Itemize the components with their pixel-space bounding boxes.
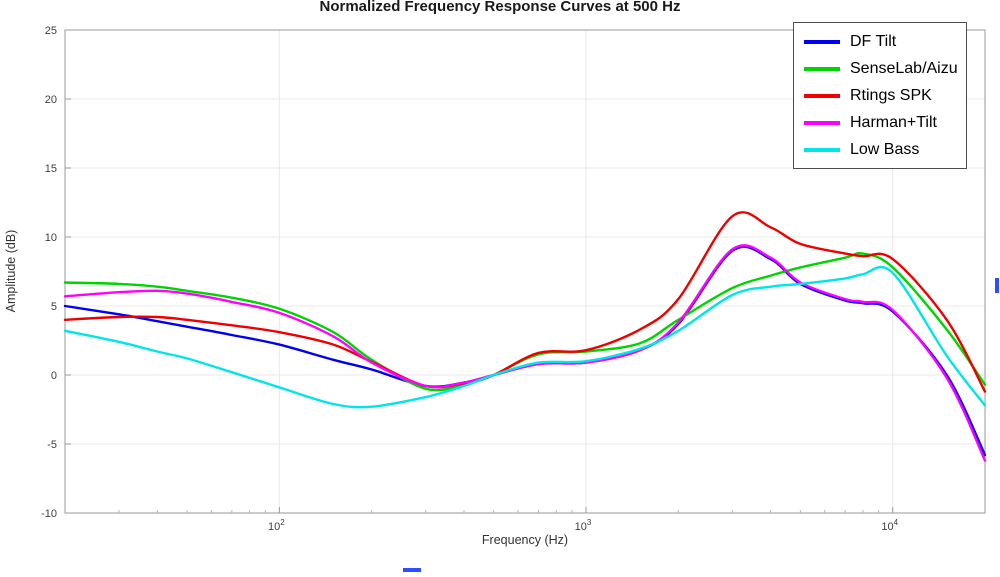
series-line-senselab-aizu	[63, 251, 987, 392]
legend-swatch	[804, 120, 840, 125]
series-line-rtings-spk	[63, 211, 987, 393]
legend-entry: Rtings SPK	[794, 82, 966, 109]
x-tick-label: 102	[268, 518, 285, 533]
legend-entry: Low Bass	[794, 136, 966, 163]
legend-label: Rtings SPK	[850, 86, 932, 104]
legend-label: SenseLab/Aizu	[850, 59, 958, 77]
y-tick-label: 25	[45, 25, 57, 37]
y-tick-label: 20	[45, 94, 57, 106]
y-tick-label: 10	[45, 232, 57, 244]
y-tick-label: 0	[51, 370, 57, 382]
x-axis-label: Frequency (Hz)	[481, 533, 569, 547]
legend-box: DF Tilt SenseLab/Aizu Rtings SPK Harman+…	[793, 22, 967, 169]
legend-label: DF Tilt	[850, 32, 897, 50]
legend-entry: Harman+Tilt	[794, 109, 966, 136]
screen-artifact	[403, 568, 421, 572]
series-line-harman-tilt	[63, 244, 987, 462]
legend-label: Harman+Tilt	[850, 113, 937, 131]
legend-label: Low Bass	[850, 140, 920, 158]
y-tick-label: -10	[41, 508, 57, 520]
legend-swatch	[804, 147, 840, 152]
series-line-low-bass	[63, 265, 987, 409]
legend-swatch	[804, 93, 840, 98]
legend-entry: SenseLab/Aizu	[794, 55, 966, 82]
legend-swatch	[804, 66, 840, 71]
chart-title: Normalized Frequency Response Curves at …	[319, 0, 681, 15]
x-tick-label: 104	[881, 518, 898, 533]
x-tick-label: 103	[575, 518, 592, 533]
y-tick-label: 15	[45, 163, 57, 175]
y-tick-label: 5	[51, 301, 57, 313]
y-axis-label: Amplitude (dB)	[4, 229, 18, 313]
y-tick-label: -5	[47, 439, 57, 451]
legend-entry: DF Tilt	[794, 28, 966, 55]
legend-swatch	[804, 39, 840, 44]
axes-box	[64, 29, 986, 514]
screen-artifact	[995, 278, 999, 293]
